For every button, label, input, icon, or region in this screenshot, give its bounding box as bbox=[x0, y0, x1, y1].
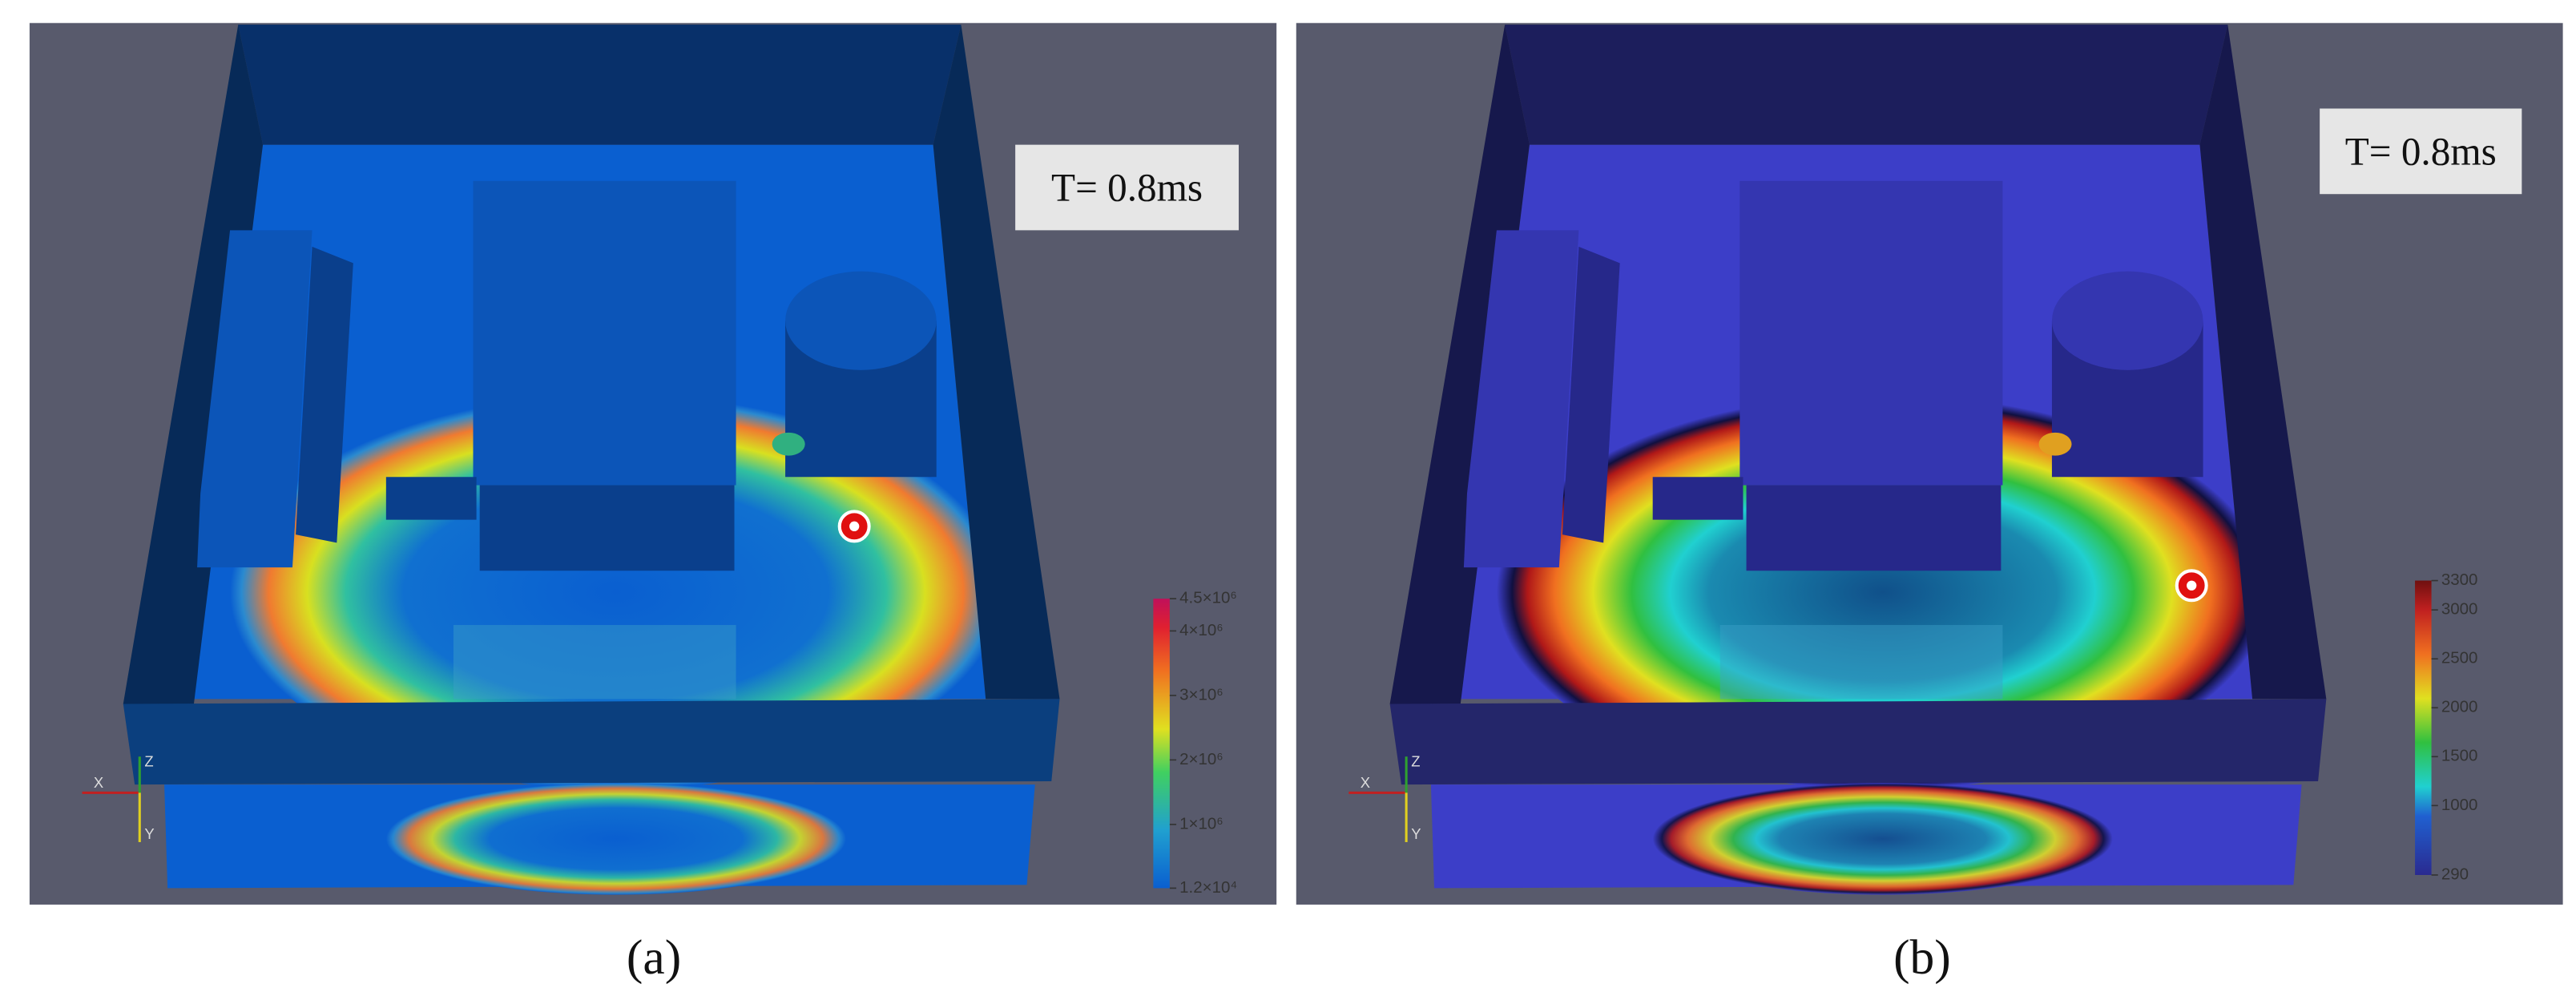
colorbar-tick-label: 1.2×10⁴ bbox=[1179, 878, 1237, 897]
ground-wave bbox=[385, 783, 846, 895]
colorbar-tick-label: 3×10⁶ bbox=[1179, 685, 1223, 704]
block bbox=[1740, 180, 2003, 486]
block bbox=[1652, 477, 1744, 520]
colorbar-tick-label: 1500 bbox=[2441, 747, 2478, 765]
panel-label: (b) bbox=[1893, 930, 1951, 985]
back-wall bbox=[238, 24, 961, 145]
block bbox=[473, 180, 736, 486]
colorbar-tick-label: 1×10⁶ bbox=[1179, 814, 1223, 833]
left-wall bbox=[123, 24, 264, 704]
block bbox=[453, 625, 736, 700]
block bbox=[479, 485, 735, 571]
colorbar-tick-label: 3300 bbox=[2441, 571, 2478, 589]
time-label: T= 0.8ms bbox=[1051, 165, 1203, 209]
colorbar-tick-label: 2×10⁶ bbox=[1179, 750, 1223, 768]
axis-label: Y bbox=[1411, 825, 1421, 842]
axis-label: X bbox=[1361, 774, 1370, 791]
right-wall bbox=[933, 24, 1060, 700]
colorbar-tick-label: 2000 bbox=[2441, 698, 2478, 716]
colorbar-tick-label: 4×10⁶ bbox=[1179, 621, 1223, 639]
back-wall bbox=[1505, 24, 2228, 145]
colorbar-tick-label: 3000 bbox=[2441, 600, 2478, 619]
block bbox=[385, 477, 477, 520]
colorbar-tick-label: 1000 bbox=[2441, 796, 2478, 814]
colorbar bbox=[2415, 580, 2432, 875]
colorbar bbox=[1153, 599, 1170, 889]
time-box bbox=[1015, 144, 1239, 231]
axis-label: Y bbox=[144, 825, 154, 842]
colorbar-tick-label: 4.5×10⁶ bbox=[1179, 589, 1237, 607]
small-cylinder bbox=[2038, 432, 2072, 456]
block bbox=[1562, 246, 1620, 543]
sensor-marker-core bbox=[849, 521, 860, 531]
left-wall bbox=[1389, 24, 1530, 704]
colorbar-tick-label: 2500 bbox=[2441, 649, 2478, 667]
small-cylinder bbox=[772, 432, 805, 456]
block bbox=[1463, 230, 1579, 568]
panel-label: (a) bbox=[627, 930, 681, 985]
axis-label: X bbox=[94, 774, 103, 791]
block bbox=[1746, 485, 2002, 571]
block bbox=[197, 230, 312, 568]
colorbar-tick-label: 290 bbox=[2441, 865, 2469, 883]
panel: T= 0.8ms X Z Y 3300 3000 2500 2000 1500 1000 290 (b… bbox=[1296, 22, 2563, 985]
right-wall bbox=[2199, 24, 2327, 700]
block bbox=[1719, 625, 2003, 700]
block bbox=[296, 246, 353, 543]
front-wall bbox=[123, 699, 1060, 785]
front-wall bbox=[1389, 699, 2327, 785]
axis-label: Z bbox=[144, 753, 153, 770]
time-box bbox=[2320, 108, 2522, 195]
axis-label: Z bbox=[1411, 753, 1420, 770]
cylinder-top bbox=[785, 271, 937, 370]
time-label: T= 0.8ms bbox=[2345, 129, 2497, 173]
sensor-marker-core bbox=[2187, 580, 2197, 591]
cylinder-top bbox=[2051, 271, 2203, 370]
panel: T= 0.8ms X Z Y 4.5×10⁶ 4×10⁶ 3×10⁶ 2×10⁶ 1×10⁶ 1.… bbox=[29, 22, 1277, 985]
ground-wave bbox=[1652, 783, 2113, 895]
